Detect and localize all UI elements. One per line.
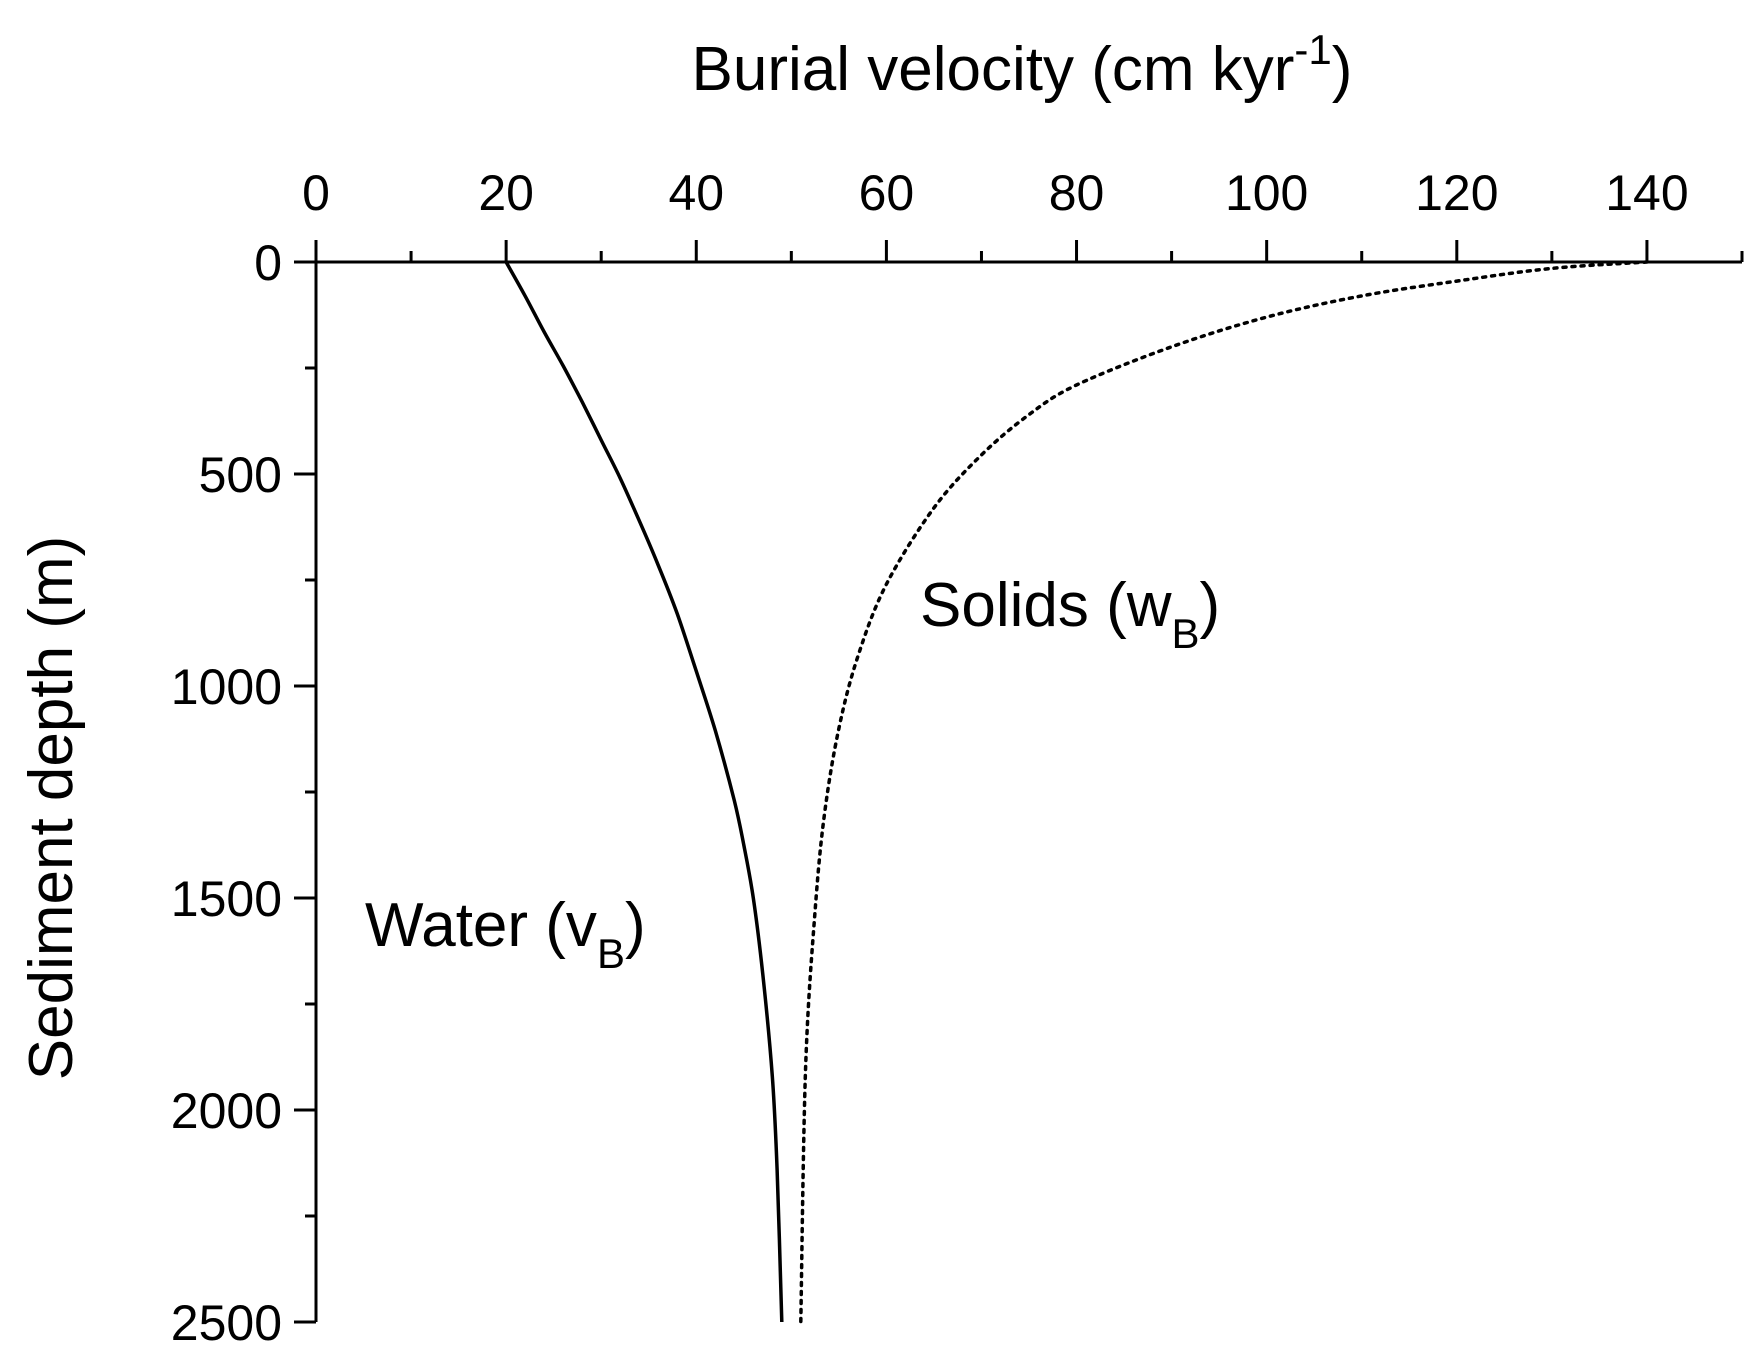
- y-tick-label: 1500: [171, 871, 282, 927]
- x-axis-title-superscript: -1: [1294, 26, 1331, 73]
- x-tick-label: 120: [1415, 165, 1498, 221]
- annotation-water-subscript: B: [597, 930, 625, 977]
- annotation-solids: Solids (wB): [920, 571, 1220, 657]
- y-axis-title: Sediment depth (m): [17, 536, 86, 1080]
- annotation-solids-close: ): [1200, 571, 1221, 640]
- y-ticks: 0 500 1000 1500 2000 2500: [171, 235, 316, 1351]
- x-tick-label: 20: [478, 165, 534, 221]
- y-tick-label: 0: [254, 235, 282, 291]
- series-line-solids: [799, 260, 1649, 1324]
- annotation-water-close: ): [625, 891, 646, 960]
- x-tick-label: 80: [1049, 165, 1105, 221]
- x-tick-label: 40: [668, 165, 724, 221]
- x-tick-label: 140: [1605, 165, 1688, 221]
- series-line-water: [504, 261, 784, 1323]
- x-tick-label: 100: [1225, 165, 1308, 221]
- x-ticks: 0 20 40 60 80 100 120 140: [302, 165, 1744, 262]
- x-axis-title: Burial velocity (cm kyr-1): [692, 26, 1353, 104]
- x-tick-label: 0: [302, 165, 330, 221]
- series-layer: [504, 260, 1649, 1324]
- annotation-water: Water (vB): [365, 891, 646, 977]
- x-axis-title-main: Burial velocity (cm kyr: [692, 35, 1295, 104]
- y-tick-label: 500: [199, 447, 282, 503]
- y-tick-label: 2000: [171, 1083, 282, 1139]
- y-tick-label: 1000: [171, 659, 282, 715]
- x-axis-title-close: ): [1332, 35, 1353, 104]
- annotation-water-text: Water (v: [365, 891, 597, 960]
- x-tick-label: 60: [859, 165, 915, 221]
- y-tick-label: 2500: [171, 1295, 282, 1351]
- annotation-solids-subscript: B: [1172, 610, 1200, 657]
- annotation-solids-text: Solids (w: [920, 571, 1172, 640]
